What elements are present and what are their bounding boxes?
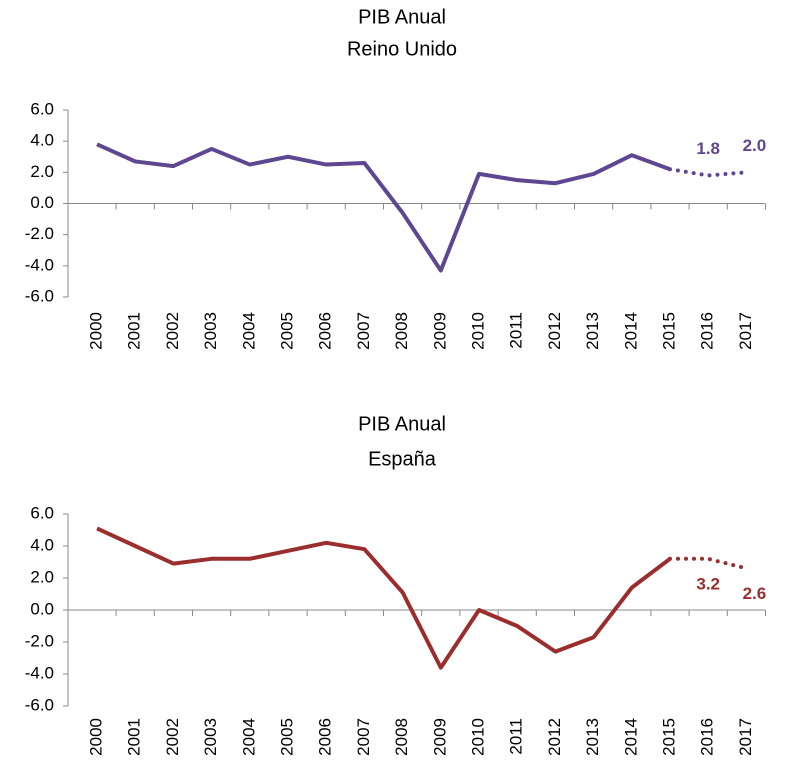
x-tick-label: 2005: [277, 718, 296, 756]
x-tick-label: 2013: [583, 312, 602, 350]
x-tick-label: 2000: [86, 718, 105, 756]
x-tick-label: 2012: [545, 718, 564, 756]
y-tick-label: 2.0: [30, 162, 54, 181]
x-tick-label: 2012: [545, 312, 564, 350]
x-tick-label: 2003: [201, 312, 220, 350]
chart-title: PIB Anual: [358, 413, 446, 435]
x-tick-label: 2000: [86, 312, 105, 350]
x-tick-label: 2011: [507, 718, 526, 755]
data-label: 3.2: [696, 574, 720, 593]
x-tick-label: 2008: [392, 312, 411, 350]
x-tick-label: 2016: [698, 312, 717, 350]
x-tick-label: 2006: [316, 312, 335, 350]
x-tick-label: 2003: [201, 718, 220, 756]
y-tick-label: -6.0: [25, 695, 54, 714]
x-tick-label: 2006: [316, 718, 335, 756]
x-tick-label: 2015: [659, 718, 678, 756]
chart-title: PIB Anual: [358, 6, 446, 28]
y-tick-label: 0.0: [30, 599, 54, 618]
chart-subtitle: Reino Unido: [347, 38, 457, 60]
x-tick-label: 2016: [698, 718, 717, 756]
data-label: 1.8: [696, 139, 720, 158]
x-tick-label: 2002: [163, 718, 182, 756]
chart-subtitle: España: [368, 448, 437, 470]
x-tick-label: 2017: [736, 718, 755, 756]
y-tick-label: 4.0: [30, 131, 54, 150]
x-tick-label: 2008: [392, 718, 411, 756]
line-series: [668, 556, 749, 571]
x-tick-label: 2004: [239, 312, 258, 350]
y-tick-label: -4.0: [25, 663, 54, 682]
x-tick-label: 2001: [125, 312, 144, 350]
line-series: [96, 142, 671, 273]
x-tick-label: 2014: [621, 312, 640, 350]
x-tick-label: 2015: [659, 312, 678, 350]
x-tick-label: 2010: [468, 312, 487, 350]
y-tick-label: 6.0: [30, 503, 54, 522]
x-tick-label: 2010: [468, 718, 487, 756]
x-tick-label: 2004: [239, 718, 258, 756]
x-tick-label: 2001: [125, 718, 144, 756]
data-label: 2.0: [743, 136, 767, 155]
y-tick-label: 4.0: [30, 535, 54, 554]
line-series: [668, 167, 749, 178]
x-tick-label: 2007: [354, 718, 373, 756]
y-tick-label: 6.0: [30, 99, 54, 118]
x-tick-label: 2009: [430, 718, 449, 756]
y-tick-label: -4.0: [25, 255, 54, 274]
x-tick-label: 2017: [736, 312, 755, 350]
y-tick-label: 2.0: [30, 567, 54, 586]
y-tick-label: -6.0: [25, 286, 54, 305]
x-tick-label: 2011: [507, 312, 526, 349]
line-series: [96, 526, 672, 670]
y-tick-label: -2.0: [25, 224, 54, 243]
x-tick-label: 2005: [277, 312, 296, 350]
y-tick-label: 0.0: [30, 193, 54, 212]
data-label: 2.6: [743, 584, 767, 603]
y-tick-label: -2.0: [25, 631, 54, 650]
x-tick-label: 2002: [163, 312, 182, 350]
x-tick-label: 2007: [354, 312, 373, 350]
x-tick-label: 2009: [430, 312, 449, 350]
x-tick-label: 2013: [583, 718, 602, 756]
x-tick-label: 2014: [621, 718, 640, 756]
